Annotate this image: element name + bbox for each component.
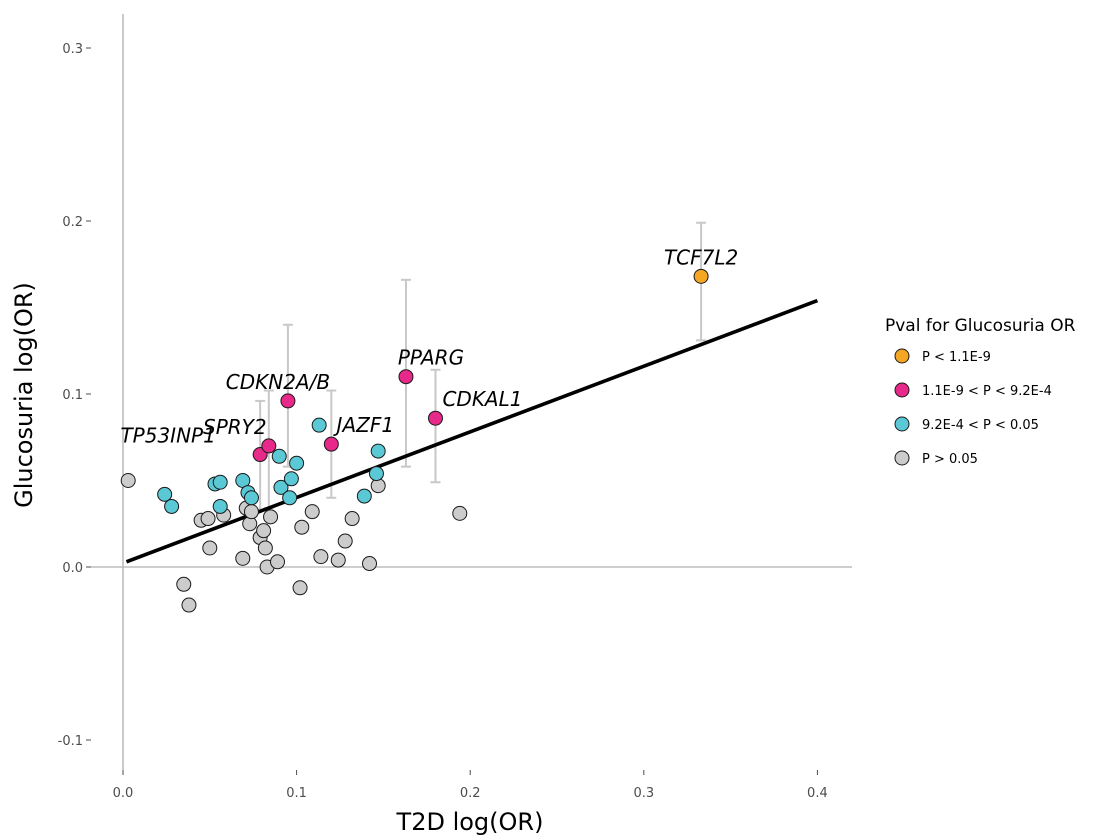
data-point [304, 504, 320, 520]
x-tick-label: 0.1 [286, 786, 307, 801]
data-point [283, 471, 299, 487]
legend-item: P > 0.05 [894, 450, 978, 467]
y-tick-label: 0.3 [62, 42, 83, 57]
data-point [271, 448, 287, 464]
data-point [261, 438, 277, 454]
legend-label: 9.2E-4 < P < 0.05 [922, 418, 1039, 433]
y-axis-title: Glucosuria log(OR) [10, 282, 38, 508]
x-axis-title: T2D log(OR) [396, 808, 544, 835]
data-point [270, 554, 286, 570]
data-point [330, 552, 346, 568]
y-tick-label: 0.2 [62, 215, 83, 230]
x-tick-label: 0.2 [460, 786, 481, 801]
data-point [257, 540, 273, 556]
data-point [212, 498, 228, 514]
y-ticks: 0.3 0.2 0.1 0.0 -0.1 [58, 42, 91, 749]
data-point [398, 369, 414, 385]
y-tick-label: 0.1 [62, 388, 83, 403]
gene-label: PPARG [398, 346, 464, 370]
y-tick-label: 0.0 [62, 561, 83, 576]
x-tick-label: 0.4 [807, 786, 828, 801]
data-point [200, 511, 216, 527]
data-point [292, 580, 308, 596]
legend-item: P < 1.1E-9 [894, 348, 991, 365]
data-point [693, 268, 709, 284]
legend: Pval for Glucosuria OR P < 1.1E-9 1.1E-9 … [885, 316, 1076, 467]
gene-label: JAZF1 [333, 413, 395, 437]
data-point [235, 550, 251, 566]
x-tick-label: 0.3 [633, 786, 654, 801]
gene-label: TCF7L2 [664, 245, 738, 269]
data-point [176, 576, 192, 592]
legend-item: 9.2E-4 < P < 0.05 [894, 416, 1039, 433]
gene-label: CDKN2A/B [226, 370, 330, 394]
data-point [120, 473, 136, 488]
regression-line [125, 298, 819, 564]
legend-items: P < 1.1E-9 1.1E-9 < P < 9.2E-4 9.2E-4 < P … [894, 348, 1052, 467]
gene-label: TP53INP1 [120, 424, 215, 448]
data-point [289, 455, 305, 471]
error-bar [430, 368, 441, 484]
data-point [282, 490, 298, 506]
data-point [368, 466, 384, 482]
data-point [243, 504, 259, 520]
data-points [120, 268, 709, 613]
legend-key [894, 348, 910, 364]
data-point [212, 474, 228, 490]
data-point [263, 509, 279, 525]
legend-label: 1.1E-9 < P < 9.2E-4 [922, 384, 1052, 399]
data-point [273, 479, 289, 495]
legend-label: P < 1.1E-9 [922, 350, 991, 365]
data-point [427, 410, 443, 426]
axes: 0.0 0.1 0.2 0.3 0.4 0.3 0.2 0.1 0.0 -0.1 [58, 14, 852, 801]
legend-item: 1.1E-9 < P < 9.2E-4 [894, 382, 1052, 399]
data-point [164, 498, 180, 514]
data-point [243, 490, 259, 506]
data-point [294, 519, 310, 535]
data-point [280, 393, 296, 409]
legend-key [894, 450, 910, 466]
data-point [337, 533, 353, 549]
data-point [202, 540, 218, 556]
legend-key [894, 416, 910, 432]
data-point [370, 443, 386, 459]
gene-label: CDKAL1 [442, 387, 522, 411]
x-ticks: 0.0 0.1 0.2 0.3 0.4 [113, 770, 828, 801]
data-point [157, 486, 173, 502]
y-tick-label: -0.1 [58, 734, 83, 749]
data-point [356, 488, 372, 504]
gene-label: SPRY2 [203, 415, 267, 439]
data-point [344, 511, 360, 527]
data-point [181, 597, 197, 613]
legend-title: Pval for Glucosuria OR [885, 316, 1076, 336]
data-point [313, 549, 329, 565]
data-point [256, 523, 272, 539]
legend-key [894, 382, 910, 398]
data-point [323, 436, 339, 452]
data-point [362, 556, 378, 572]
legend-label: P > 0.05 [922, 452, 978, 467]
data-point [452, 505, 468, 521]
data-point [311, 417, 327, 433]
x-tick-label: 0.0 [113, 786, 134, 801]
